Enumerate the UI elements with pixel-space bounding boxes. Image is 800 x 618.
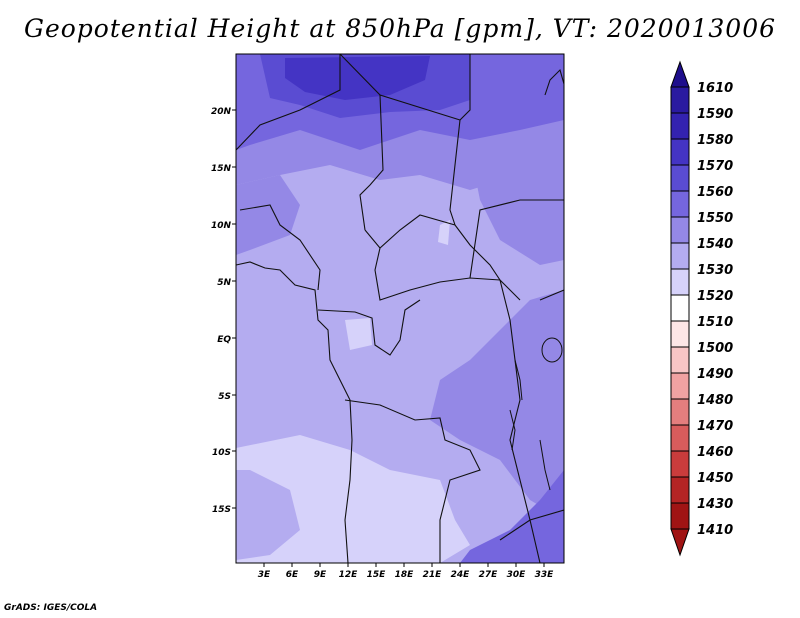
colorbar-cell bbox=[670, 86, 690, 114]
colorbar-label: 1560 bbox=[697, 185, 733, 200]
lat-label: 15N bbox=[211, 164, 232, 174]
lat-label: 5N bbox=[217, 278, 231, 288]
colorbar-label: 1580 bbox=[697, 133, 733, 148]
lon-label: 12E bbox=[339, 570, 359, 580]
lon-label: 27E bbox=[479, 570, 499, 580]
grads-credit: GrADS: IGES/COLA bbox=[4, 603, 98, 613]
lon-label: 6E bbox=[286, 570, 299, 580]
lon-label: 9E bbox=[314, 570, 327, 580]
lat-label: 15S bbox=[212, 505, 231, 515]
colorbar-cell bbox=[670, 476, 690, 504]
lon-label: 15E bbox=[367, 570, 387, 580]
colorbar-top-arrow bbox=[670, 60, 690, 88]
lon-label: 33E bbox=[535, 570, 555, 580]
colorbar-cell bbox=[670, 372, 690, 400]
colorbar-cell bbox=[670, 398, 690, 426]
colorbar-label: 1450 bbox=[697, 471, 733, 486]
colorbar-cell bbox=[670, 112, 690, 140]
colorbar-cell bbox=[670, 450, 690, 478]
colorbar-label: 1480 bbox=[697, 393, 733, 408]
colorbar-labels: 1610 1590 1580 1570 1560 1550 1540 1530 … bbox=[697, 81, 733, 538]
colorbar-cell bbox=[670, 216, 690, 244]
colorbar-label: 1410 bbox=[697, 523, 733, 538]
colorbar-label: 1510 bbox=[697, 315, 733, 330]
colorbar-cell bbox=[670, 190, 690, 218]
colorbar-label: 1430 bbox=[697, 497, 733, 512]
lat-label: 20N bbox=[211, 107, 232, 117]
colorbar-cell bbox=[670, 294, 690, 322]
height-field bbox=[236, 54, 564, 563]
lon-label: 3E bbox=[258, 570, 271, 580]
colorbar-cell bbox=[670, 138, 690, 166]
longitude-labels: 3E 6E 9E 12E 15E 18E 21E 24E 27E 30E 33E bbox=[258, 570, 554, 580]
colorbar-cell bbox=[670, 320, 690, 348]
colorbar-label: 1610 bbox=[697, 81, 733, 96]
lon-label: 30E bbox=[507, 570, 527, 580]
lon-label: 24E bbox=[451, 570, 471, 580]
lat-label: EQ bbox=[217, 335, 231, 345]
colorbar-label: 1550 bbox=[697, 211, 733, 226]
latitude-ticks bbox=[232, 109, 236, 509]
lakes bbox=[509, 337, 563, 491]
colorbar-label: 1460 bbox=[697, 445, 733, 460]
colorbar-cell bbox=[670, 268, 690, 296]
colorbar-cell bbox=[670, 424, 690, 452]
map-title: Geopotential Height at 850hPa [gpm], VT:… bbox=[23, 14, 777, 43]
colorbar-label: 1570 bbox=[697, 159, 733, 174]
colorbar-cell bbox=[670, 164, 690, 192]
lat-label: 10S bbox=[212, 448, 231, 458]
lat-label: 5S bbox=[218, 392, 231, 402]
colorbar-label: 1500 bbox=[697, 341, 733, 356]
colorbar bbox=[670, 60, 690, 557]
latitude-labels: 20N 15N 10N 5N EQ 5S 10S 15S bbox=[211, 107, 232, 515]
country-borders bbox=[236, 54, 564, 563]
colorbar-cell bbox=[670, 242, 690, 270]
colorbar-label: 1540 bbox=[697, 237, 733, 252]
lon-label: 18E bbox=[395, 570, 415, 580]
colorbar-cell bbox=[670, 346, 690, 374]
colorbar-label: 1490 bbox=[697, 367, 733, 382]
lat-label: 10N bbox=[211, 221, 232, 231]
colorbar-label: 1530 bbox=[697, 263, 733, 278]
colorbar-cell bbox=[670, 502, 690, 530]
map-frame bbox=[235, 53, 565, 564]
lon-label: 21E bbox=[423, 570, 443, 580]
colorbar-label: 1590 bbox=[697, 107, 733, 122]
colorbar-label: 1470 bbox=[697, 419, 733, 434]
colorbar-label: 1520 bbox=[697, 289, 733, 304]
longitude-ticks bbox=[263, 563, 545, 567]
colorbar-bottom-arrow bbox=[670, 528, 690, 557]
